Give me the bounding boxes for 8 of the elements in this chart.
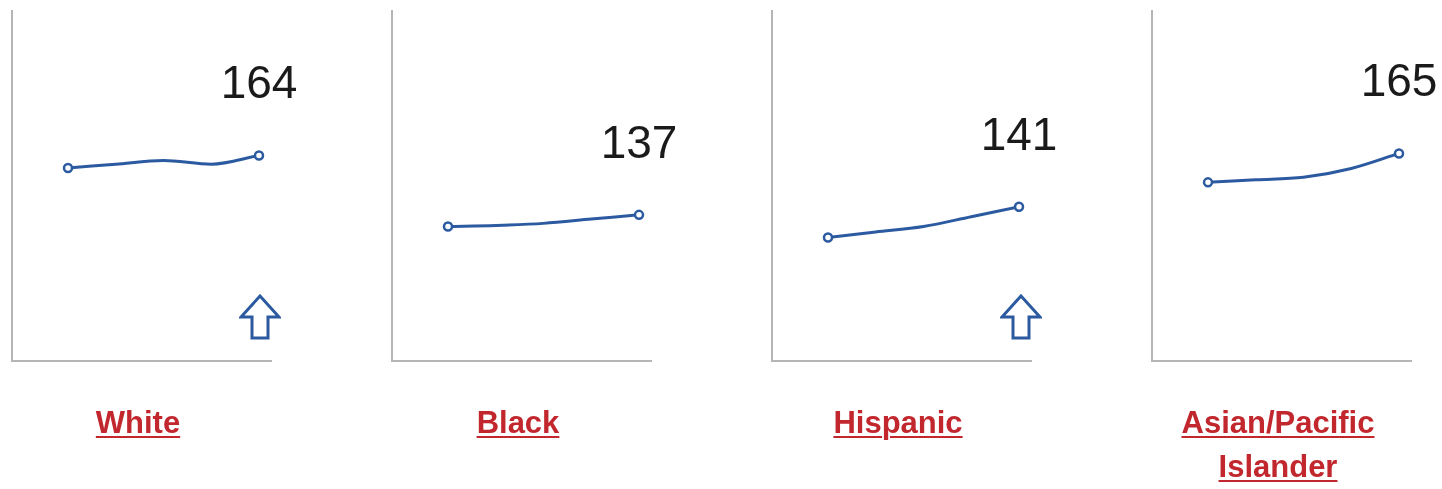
x-axis-title: Hispanic: [832, 404, 964, 442]
data-label: 141: [980, 107, 1058, 160]
data-label: 164: [220, 56, 298, 109]
x-axis-title: Black: [475, 404, 561, 442]
x-axis-title: Asian/Pacific Islander: [1180, 404, 1376, 486]
data-label: 165: [1360, 54, 1438, 107]
data-label: 137: [600, 115, 678, 168]
x-axis-title: White: [94, 404, 182, 442]
